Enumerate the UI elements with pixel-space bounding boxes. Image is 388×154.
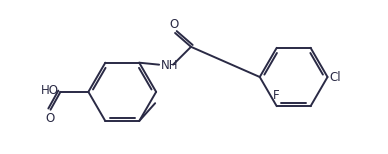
Text: NH: NH [161, 59, 178, 72]
Text: Cl: Cl [329, 71, 341, 83]
Text: HO: HO [40, 84, 59, 97]
Text: O: O [170, 18, 179, 31]
Text: F: F [272, 89, 279, 102]
Text: O: O [45, 112, 54, 125]
